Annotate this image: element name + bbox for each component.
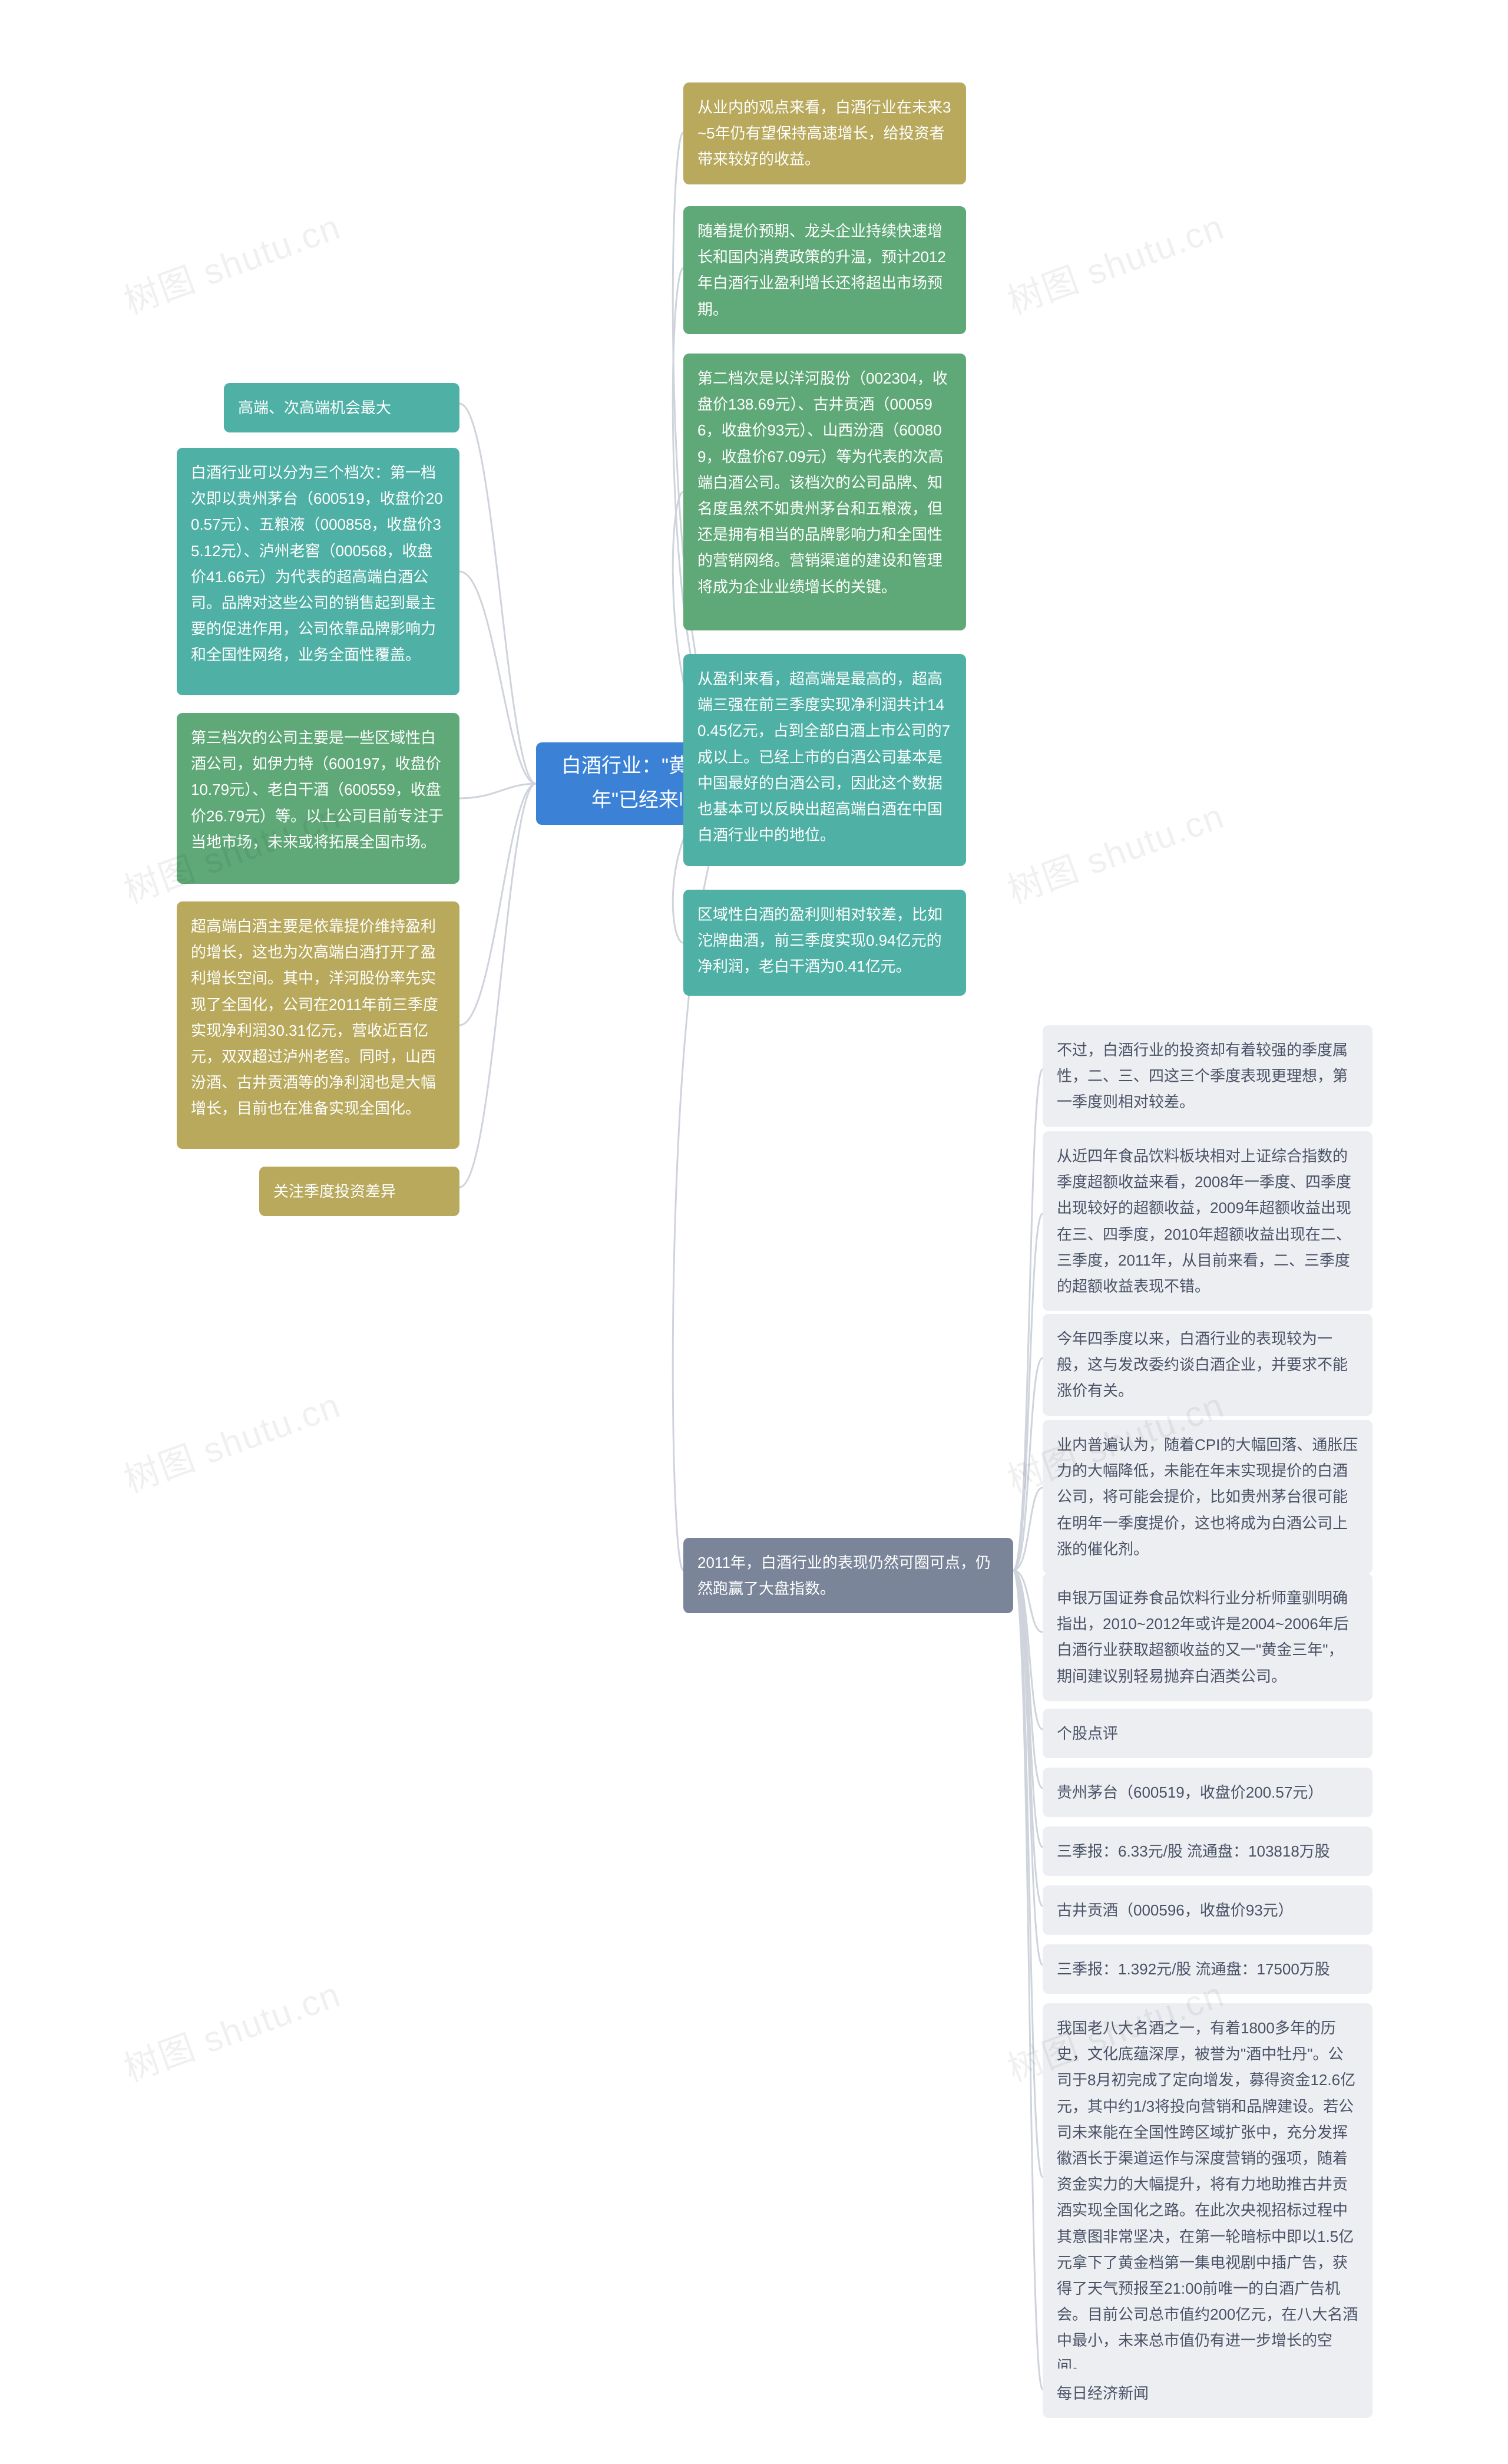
mindmap-node-L3[interactable]: 第三档次的公司主要是一些区域性白酒公司，如伊力特（600197，收盘价10.79… [177,713,459,884]
mindmap-node-L2[interactable]: 白酒行业可以分为三个档次：第一档次即以贵州茅台（600519，收盘价200.57… [177,448,459,695]
mindmap-node-R5[interactable]: 区域性白酒的盈利则相对较差，比如沱牌曲酒，前三季度实现0.94亿元的净利润，老白… [683,890,966,996]
connector-path [1013,1488,1043,1570]
connector-path [1013,1570,1043,1729]
connector-path [459,784,536,1187]
connector-path [1013,1214,1043,1570]
mindmap-node-G1[interactable]: 不过，白酒行业的投资却有着较强的季度属性，二、三、四这三个季度表现更理想，第一季… [1043,1025,1373,1127]
mindmap-node-R3[interactable]: 第二档次是以洋河股份（002304，收盘价138.69元）、古井贡酒（00059… [683,354,966,630]
mindmap-node-R2[interactable]: 随着提价预期、龙头企业持续快速增长和国内消费政策的升温，预计2012年白酒行业盈… [683,206,966,334]
mindmap-node-L4[interactable]: 超高端白酒主要是依靠提价维持盈利的增长，这也为次高端白酒打开了盈利增长空间。其中… [177,901,459,1149]
connector-path [1013,1570,1043,1632]
mindmap-node-R6[interactable]: 2011年，白酒行业的表现仍然可圈可点，仍然跑赢了大盘指数。 [683,1538,1013,1613]
mindmap-node-G7[interactable]: 贵州茅台（600519，收盘价200.57元） [1043,1768,1373,1817]
mindmap-node-G8[interactable]: 三季报：6.33元/股 流通盘：103818万股 [1043,1826,1373,1876]
mindmap-node-G6[interactable]: 个股点评 [1043,1709,1373,1758]
watermark-text: 树图 shutu.cn [116,1966,347,2092]
mindmap-node-R1[interactable]: 从业内的观点来看，白酒行业在未来3~5年仍有望保持高速增长，给投资者带来较好的收… [683,82,966,184]
mindmap-node-G9[interactable]: 古井贡酒（000596，收盘价93元） [1043,1885,1373,1935]
mindmap-node-G2[interactable]: 从近四年食品饮料板块相对上证综合指数的季度超额收益来看，2008年一季度、四季度… [1043,1131,1373,1311]
connector-path [459,784,536,798]
mindmap-node-G10[interactable]: 三季报：1.392元/股 流通盘：17500万股 [1043,1944,1373,1994]
watermark-text: 树图 shutu.cn [1000,788,1231,914]
connector-path [1013,1570,1043,2389]
connector-path [459,404,536,784]
connector-path [1013,1358,1043,1570]
connector-path [1013,1570,1043,2177]
mindmap-node-G11[interactable]: 我国老八大名酒之一，有着1800多年的历史，文化底蕴深厚，被誉为"酒中牡丹"。公… [1043,2003,1373,2392]
watermark-text: 树图 shutu.cn [1000,199,1231,325]
mindmap-node-G3[interactable]: 今年四季度以来，白酒行业的表现较为一般，这与发改委约谈白酒企业，并要求不能涨价有… [1043,1314,1373,1416]
connector-path [459,784,536,1025]
connector-path [1013,1570,1043,1788]
watermark-text: 树图 shutu.cn [116,1377,347,1503]
mindmap-node-G12[interactable]: 每日经济新闻 [1043,2369,1373,2418]
mindmap-node-R4[interactable]: 从盈利来看，超高端是最高的，超高端三强在前三季度实现净利润共计140.45亿元，… [683,654,966,866]
connector-path [1013,1570,1043,1965]
connector-path [1013,1570,1043,1906]
mindmap-node-G4[interactable]: 业内普遍认为，随着CPI的大幅回落、通胀压力的大幅降低，未能在年末实现提价的白酒… [1043,1420,1373,1574]
connector-path [459,572,536,784]
connector-path [1013,1069,1043,1570]
mindmap-node-L1[interactable]: 高端、次高端机会最大 [224,383,459,432]
mindmap-node-G5[interactable]: 申银万国证券食品饮料行业分析师童驯明确指出，2010~2012年或许是2004~… [1043,1573,1373,1701]
mindmap-node-L5[interactable]: 关注季度投资差异 [259,1167,459,1216]
connector-path [1013,1570,1043,1847]
watermark-text: 树图 shutu.cn [116,199,347,325]
